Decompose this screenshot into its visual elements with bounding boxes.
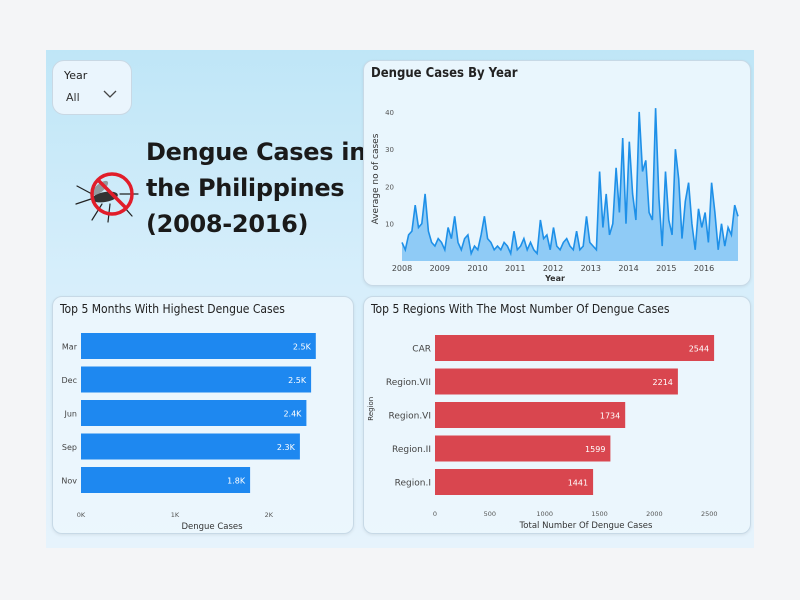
bar-sep: [81, 433, 300, 460]
category-label: Region.II: [392, 445, 431, 455]
dengue-by-year-card: Dengue Cases By Year 10 20 30 40 2008 2009 201…: [363, 60, 751, 286]
x-tick-label: 2500: [701, 510, 718, 518]
series-area: [402, 108, 738, 261]
x-tick-label: 2016: [694, 264, 714, 273]
x-tick-label: 2008: [392, 264, 412, 273]
x-tick-label: 500: [484, 510, 496, 518]
x-tick-label: 2012: [543, 264, 563, 273]
data-label: 2214: [653, 378, 673, 387]
category-label: Region.I: [395, 479, 431, 489]
x-tick-label: 1000: [536, 510, 553, 518]
x-tick-label: 2015: [656, 264, 676, 273]
data-label: 2544: [689, 345, 709, 354]
x-tick-label: 2K: [265, 511, 274, 519]
category-label: Nov: [61, 477, 77, 486]
data-label: 1599: [585, 445, 605, 454]
x-tick-label: 2011: [505, 264, 525, 273]
bar-region-ii: [435, 435, 611, 462]
data-label: 1.8K: [227, 477, 246, 486]
x-axis-label: Dengue Cases: [181, 522, 243, 532]
slicer-selected-value[interactable]: All: [66, 91, 80, 104]
bar-mar: [81, 333, 316, 359]
category-label: Region.VI: [389, 412, 431, 422]
x-tick-label: 1500: [591, 510, 608, 518]
y-tick-label: 30: [385, 146, 394, 154]
y-tick-label: 20: [385, 183, 394, 191]
category-label: Mar: [62, 343, 78, 352]
category-label: Dec: [62, 376, 77, 385]
x-axis-label: Year: [544, 274, 565, 283]
bar-car: [435, 335, 715, 361]
data-label: 2.5K: [288, 376, 307, 385]
category-label: Jun: [64, 410, 78, 419]
dengue-by-year-title: Dengue Cases By Year: [371, 66, 518, 81]
data-label: 2.5K: [293, 343, 312, 352]
x-tick-label: 2009: [430, 264, 450, 273]
y-tick-label: 40: [385, 109, 394, 117]
category-label: Region.VII: [386, 378, 431, 388]
dashboard-title: Dengue Cases in the Philippines (2008-20…: [146, 134, 366, 242]
data-label: 1441: [568, 479, 588, 488]
bar-region-vii: [435, 368, 678, 395]
x-tick-label: 0K: [77, 511, 86, 519]
x-tick-label: 2013: [581, 264, 601, 273]
top-months-card: Top 5 Months With Highest Dengue Cases M…: [52, 296, 354, 534]
bar-region-vi: [435, 402, 626, 428]
top-regions-chart[interactable]: CAR 2544 Region.VII 2214 Region.VI 1734 Region…: [364, 297, 750, 533]
y-tick-label: 10: [385, 221, 394, 229]
data-label: 2.3K: [277, 443, 296, 452]
mosquito-prohibited-icon: [75, 172, 139, 223]
chevron-down-icon[interactable]: [103, 88, 117, 100]
top-regions-title: Top 5 Regions With The Most Number Of De…: [371, 302, 670, 316]
top-regions-card: Top 5 Regions With The Most Number Of De…: [363, 296, 751, 534]
category-label: Sep: [62, 443, 77, 452]
title-line-3: (2008-2016): [146, 210, 309, 238]
y-axis-label: Average no of cases: [371, 133, 381, 224]
x-axis-label: Total Number Of Dengue Cases: [519, 521, 653, 531]
x-tick-label: 0: [433, 510, 437, 518]
dashboard-canvas: Year All Dengue Cases in the Philippines…: [46, 50, 754, 548]
title-line-1: Dengue Cases in: [146, 138, 367, 166]
bar-nov: [81, 467, 251, 493]
x-tick-label: 2014: [618, 264, 638, 273]
year-slicer[interactable]: Year All: [52, 60, 132, 115]
dengue-by-year-chart[interactable]: 10 20 30 40 2008 2009 2010 2011 2012 2013 2014 2015…: [364, 61, 750, 285]
x-tick-label: 2010: [467, 264, 487, 273]
category-label: CAR: [412, 345, 431, 355]
bar-jun: [81, 400, 307, 426]
bar-region-i: [435, 469, 594, 495]
y-axis-label: Region: [367, 397, 375, 421]
slicer-label: Year: [64, 69, 88, 82]
title-line-2: the Philippines: [146, 174, 345, 202]
data-label: 2.4K: [283, 410, 302, 419]
top-months-title: Top 5 Months With Highest Dengue Cases: [60, 302, 285, 316]
top-months-chart[interactable]: Mar 2.5K Dec 2.5K Jun 2.4K Sep 2.3K Nov 1.8K 0K 1K 2…: [53, 297, 353, 533]
data-label: 1734: [600, 412, 620, 421]
x-tick-label: 2000: [646, 510, 663, 518]
x-tick-label: 1K: [171, 511, 180, 519]
bar-dec: [81, 366, 312, 393]
series-line: [401, 108, 739, 257]
